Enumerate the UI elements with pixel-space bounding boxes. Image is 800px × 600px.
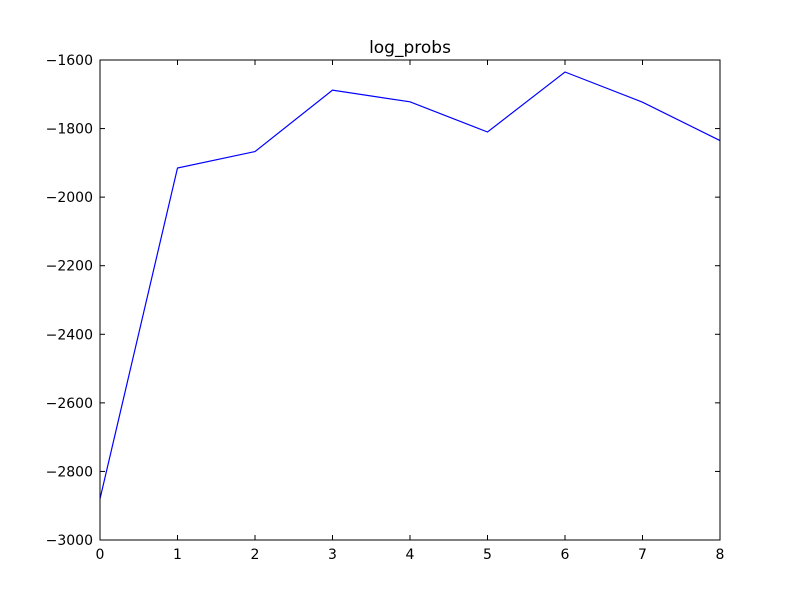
x-tick-label: 3 [328, 547, 337, 563]
plot-frame [99, 59, 721, 541]
series-line-0 [99, 71, 721, 499]
x-tick-label: 5 [483, 547, 492, 563]
x-axis: 0 1 2 3 4 5 6 7 8 [96, 60, 725, 563]
y-tick-label: −2200 [46, 259, 93, 275]
y-tick-label: −2800 [46, 464, 93, 480]
y-tick-label: −2400 [46, 327, 93, 343]
y-tick-label: −2600 [46, 396, 93, 412]
y-tick-label: −3000 [46, 533, 93, 549]
x-tick-label: 7 [638, 547, 647, 563]
x-tick-label: 4 [406, 547, 415, 563]
chart-title: log_probs [369, 38, 451, 58]
x-tick-label: 1 [173, 547, 182, 563]
x-tick-label: 2 [251, 547, 260, 563]
y-tick-label: −1600 [46, 53, 93, 69]
x-tick-label: 8 [716, 547, 725, 563]
y-tick-label: −1800 [46, 122, 93, 138]
x-tick-label: 0 [96, 547, 105, 563]
series-layer [99, 71, 721, 499]
x-tick-label: 6 [561, 547, 570, 563]
y-tick-label: −2000 [46, 190, 93, 206]
y-axis: −3000 −2800 −2600 −2400 −2200 −2000 −1800 −1600 [46, 53, 720, 549]
